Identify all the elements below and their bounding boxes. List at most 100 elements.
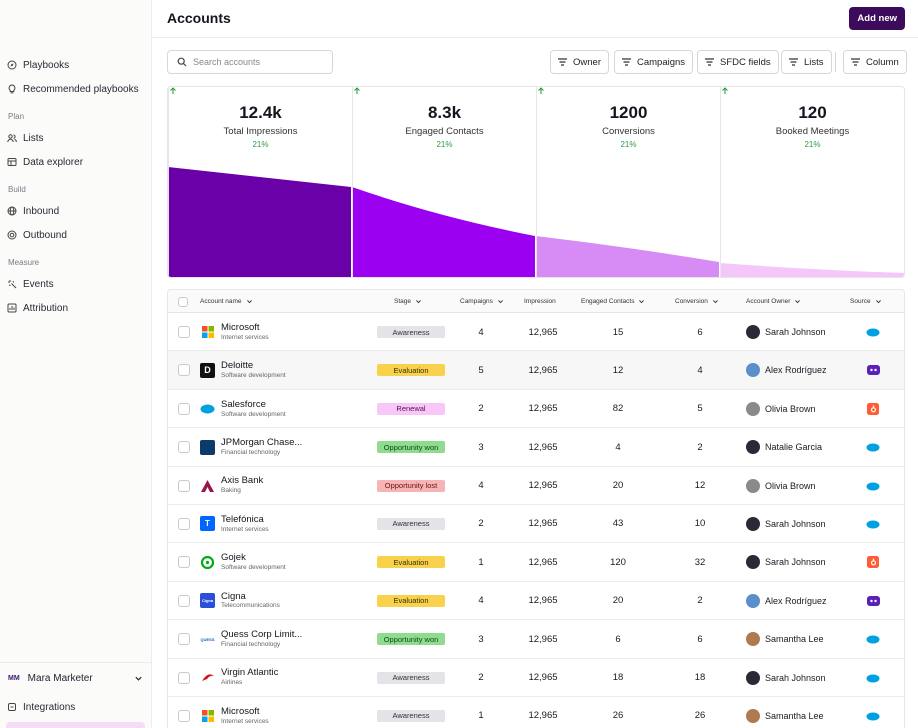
row-checkbox[interactable]: [178, 505, 190, 543]
table-row[interactable]: D Deloitte Software development Evaluation 5…: [168, 351, 904, 390]
owner-cell[interactable]: Sarah Johnson: [746, 313, 826, 351]
metric-value: 120: [798, 103, 827, 122]
select-all-checkbox[interactable]: [178, 290, 188, 313]
stage-cell: Awareness: [377, 697, 445, 728]
col-label: Stage: [394, 298, 411, 305]
col-campaigns[interactable]: Campaigns: [460, 290, 504, 313]
account-cell[interactable]: Axis Bank Baking: [200, 467, 263, 505]
conversion-value: 2: [697, 595, 703, 607]
account-cell[interactable]: Cigna Cigna Telecommunications: [200, 582, 280, 620]
filter-owner-button[interactable]: Owner: [550, 50, 609, 74]
impression-value: 12,965: [528, 672, 558, 684]
account-cell[interactable]: Microsoft Internet services: [200, 697, 269, 728]
filter-label: Lists: [804, 56, 824, 68]
search-box[interactable]: [167, 50, 333, 74]
sidebar-item-lists[interactable]: Lists: [6, 127, 145, 149]
row-checkbox[interactable]: [178, 543, 190, 581]
sidebar-item-data-explorer[interactable]: Data explorer: [6, 151, 145, 173]
table-row[interactable]: Cigna Cigna Telecommunications Evaluation 4 1…: [168, 582, 904, 621]
owner-cell[interactable]: Olivia Brown: [746, 467, 816, 505]
hubspot-icon: [866, 390, 880, 428]
row-checkbox[interactable]: [178, 582, 190, 620]
owner-name: Natalie Garcia: [765, 442, 823, 453]
table-row[interactable]: T Telefónica Internet services Awareness 2 12…: [168, 505, 904, 544]
stage-cell: Evaluation: [377, 582, 445, 620]
conversion-value: 5: [697, 403, 703, 415]
owner-cell[interactable]: Natalie Garcia: [746, 428, 822, 466]
sidebar-item-inbound[interactable]: Inbound: [6, 200, 145, 222]
row-checkbox[interactable]: [178, 428, 190, 466]
table-row[interactable]: JPMorgan Chase... Financial technology Opp…: [168, 428, 904, 467]
row-checkbox[interactable]: [178, 313, 190, 351]
owner-cell[interactable]: Alex Rodríguez: [746, 582, 827, 620]
stage-badge: Awareness: [377, 517, 445, 530]
account-cell[interactable]: Microsoft Internet services: [200, 313, 269, 351]
col-engaged-contacts[interactable]: Engaged Contacts: [581, 290, 645, 313]
owner-cell[interactable]: Sarah Johnson: [746, 505, 826, 543]
table-row[interactable]: Axis Bank Baking Opportunity lost 4 12,965 20…: [168, 467, 904, 505]
account-cell[interactable]: JPMorgan Chase... Financial technology: [200, 428, 302, 466]
stage-badge: Opportunity lost: [377, 479, 445, 492]
sidebar-item-events[interactable]: Events: [6, 273, 145, 295]
user-menu[interactable]: MM Mara Marketer: [0, 662, 151, 694]
account-industry: Software development: [221, 564, 286, 572]
col-stage[interactable]: Stage: [394, 290, 422, 313]
account-cell[interactable]: Gojek Software development: [200, 543, 286, 581]
filter-lists-button[interactable]: Lists: [781, 50, 832, 74]
add-new-button[interactable]: Add new: [849, 7, 905, 30]
account-cell[interactable]: QUESS Quess Corp Limit... Financial techno…: [199, 620, 302, 658]
account-cell[interactable]: D Deloitte Software development: [200, 351, 286, 389]
row-checkbox[interactable]: [178, 620, 190, 658]
deloitte-logo-icon: D: [200, 362, 215, 378]
engaged-contacts-value: 20: [612, 595, 624, 607]
stage-cell: Awareness: [377, 313, 445, 351]
account-cell[interactable]: Salesforce Software development: [200, 390, 286, 428]
page-title: Accounts: [167, 10, 231, 26]
account-name: Microsoft: [221, 705, 260, 717]
owner-cell[interactable]: Samantha Lee: [746, 697, 824, 728]
table-row[interactable]: Virgin Atlantic Airlines Awareness 2 12,965 1…: [168, 659, 904, 697]
stage-badge: Evaluation: [377, 556, 445, 569]
owner-name: Sarah Johnson: [765, 518, 826, 529]
filter-campaigns-button[interactable]: Campaigns: [614, 50, 694, 74]
account-name: JPMorgan Chase...: [221, 436, 303, 448]
chevron-down-icon: [497, 300, 503, 304]
row-checkbox[interactable]: [178, 467, 190, 505]
col-conversion[interactable]: Conversion: [675, 290, 719, 313]
stage-cell: Opportunity won: [377, 428, 445, 466]
account-name: Deloitte: [221, 360, 254, 372]
col-label: Impression: [524, 298, 556, 305]
filter-sfdc-fields-button[interactable]: SFDC fields: [697, 50, 779, 74]
table-row[interactable]: QUESS Quess Corp Limit... Financial techno…: [168, 620, 904, 659]
sidebar-item-outbound[interactable]: Outbound: [6, 224, 145, 246]
column-button[interactable]: Column: [843, 50, 907, 74]
metric-change: 21%: [169, 87, 352, 149]
row-checkbox[interactable]: [178, 659, 190, 697]
owner-cell[interactable]: Sarah Johnson: [746, 659, 826, 697]
table-row[interactable]: Microsoft Internet services Awareness 1 12,9…: [168, 697, 904, 728]
account-cell[interactable]: Virgin Atlantic Airlines: [200, 659, 278, 697]
col-impression[interactable]: Impression: [524, 290, 556, 313]
col-account-owner[interactable]: Account Owner: [746, 290, 801, 313]
avatar: [746, 670, 760, 685]
owner-cell[interactable]: Samantha Lee: [746, 620, 824, 658]
sidebar-item-integrations[interactable]: Integrations: [6, 696, 145, 718]
funnel-graphic: [168, 167, 904, 277]
row-checkbox[interactable]: [178, 697, 190, 728]
owner-cell[interactable]: Alex Rodríguez: [746, 351, 827, 389]
row-checkbox[interactable]: [178, 351, 190, 389]
search-input[interactable]: [193, 57, 323, 67]
col-account-name[interactable]: Account name: [200, 290, 253, 313]
table-row[interactable]: Microsoft Internet services Awareness 4 12,9…: [168, 313, 904, 352]
col-source[interactable]: Source: [850, 290, 882, 313]
sidebar-item-playbooks[interactable]: Playbooks: [6, 54, 145, 76]
table-row[interactable]: Salesforce Software development Renewal 2 12…: [168, 390, 904, 429]
account-cell[interactable]: T Telefónica Internet services: [200, 505, 269, 543]
sidebar-item-recommended-playbooks[interactable]: Recommended playbooks: [6, 78, 145, 100]
table-row[interactable]: Gojek Software development Evaluation 1 12,9…: [168, 543, 904, 582]
owner-cell[interactable]: Olivia Brown: [746, 390, 816, 428]
top-bar: Accounts Add new: [152, 0, 918, 38]
owner-cell[interactable]: Sarah Johnson: [746, 543, 826, 581]
row-checkbox[interactable]: [178, 390, 190, 428]
sidebar-item-attribution[interactable]: Attribution: [6, 297, 145, 319]
